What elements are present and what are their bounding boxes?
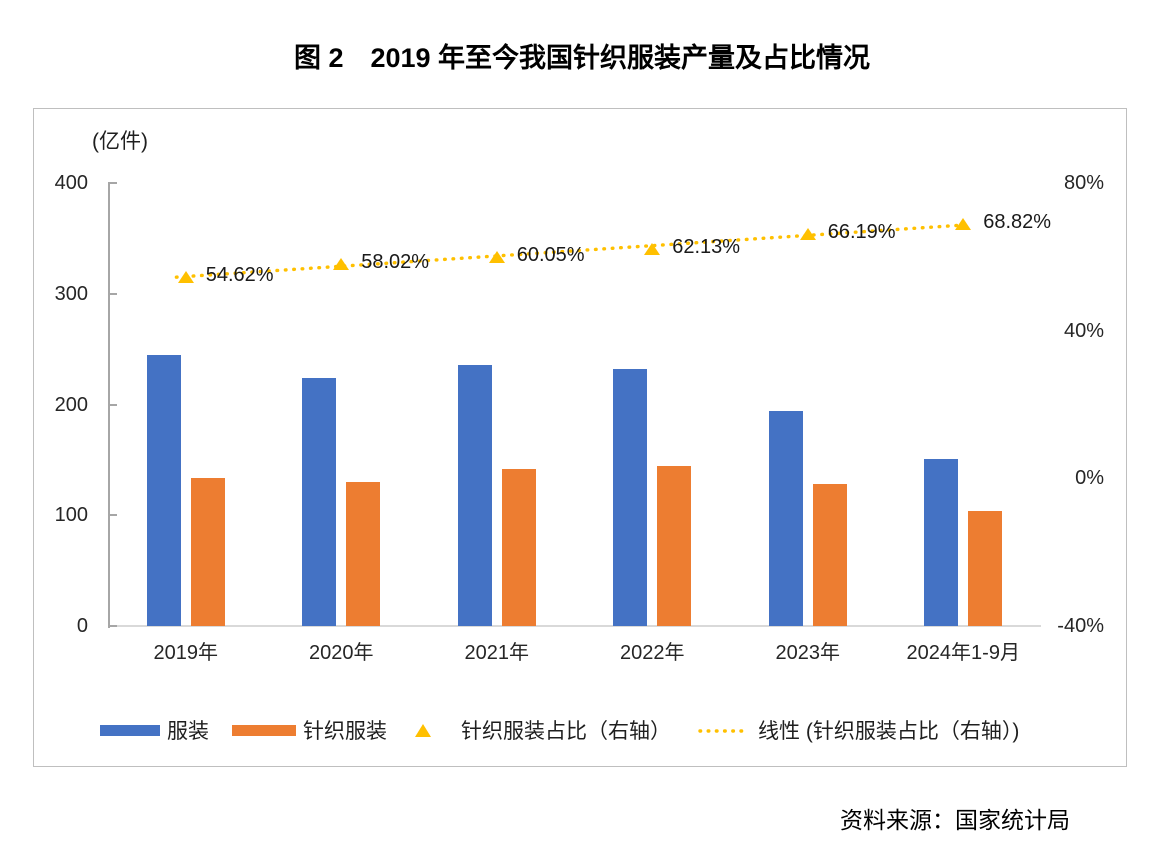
ratio-marker [955,218,972,231]
right-axis-tick-label: -40% [1057,615,1104,637]
left-axis-tick [108,403,117,406]
legend-label-ratio: 针织服装占比（右轴） [461,720,671,743]
bar-knitted [968,511,1003,626]
source-note: 资料来源：国家统计局 [840,807,1070,833]
bar-knitted [190,478,225,626]
x-axis-baseline [108,625,1041,627]
bar-knitted [812,484,847,626]
bar-apparel [146,355,181,626]
x-axis-category-label: 2021年 [464,642,530,664]
bar-apparel [768,411,803,626]
left-axis-tick-label: 200 [54,393,88,416]
legend-triangle-marker-icon [415,723,431,737]
legend-swatch-apparel [100,724,160,736]
bar-knitted [501,469,536,626]
ratio-marker [644,242,661,255]
left-axis-unit-label: (亿件) [92,130,148,153]
bar-knitted [346,482,381,626]
chart-legend: 服装 针织服装 针织服装占比（右轴） 线性 (针织服装占比（右轴）) [100,715,1019,745]
plot-area: 400 300 200 100 0 80% 40% 0% -40% 2019年 2020年 2021年… [34,109,1126,766]
bar-apparel [457,365,492,626]
left-axis-tick [108,625,117,627]
left-axis-tick [108,514,117,517]
ratio-data-label: 60.05% [516,243,585,266]
left-axis-tick-label: 300 [54,282,88,305]
x-axis-category-label: 2024年1-9月 [906,642,1020,664]
trendline [174,223,969,279]
ratio-marker [333,258,350,271]
ratio-marker [177,270,194,283]
x-axis-category-label: 2019年 [153,642,219,664]
legend-label-knitted: 针织服装 [303,720,387,743]
legend-label-trendline: 线性 (针织服装占比（右轴）) [758,720,1020,743]
ratio-data-label: 54.62% [205,263,274,286]
left-axis-tick [108,292,117,295]
legend-swatch-knitted [232,724,296,736]
left-axis-tick-label: 100 [54,504,88,527]
chart-title: 图 2 2019 年至今我国针织服装产量及占比情况 [293,43,871,73]
ratio-data-label: 58.02% [361,251,430,274]
x-axis-category-label: 2022年 [620,642,685,664]
ratio-data-label: 68.82% [983,211,1052,234]
legend-label-apparel: 服装 [167,720,209,743]
x-axis-category-label: 2023年 [775,642,841,664]
left-axis-tick-label: 0 [76,615,88,637]
x-axis-category-label: 2020年 [309,642,374,664]
right-axis-tick-label: 0% [1075,467,1104,490]
bar-apparel [302,378,337,626]
chart-area: (亿件) 400 300 200 100 0 80% 40% 0% -40% 2019年 2020年… [33,108,1127,767]
ratio-data-label: 62.13% [672,235,741,258]
right-axis-tick-label: 80% [1063,172,1104,194]
ratio-marker [799,227,816,240]
ratio-data-label: 66.19% [827,220,896,243]
bar-apparel [613,369,648,626]
left-axis-tick-label: 400 [54,172,88,194]
ratio-marker [488,250,505,263]
left-axis-tick [108,182,117,184]
left-axis-line [108,183,110,628]
bar-apparel [924,459,959,626]
right-axis-tick-label: 40% [1063,319,1104,342]
legend-dotted-line-icon [697,721,751,739]
bar-knitted [657,466,692,626]
